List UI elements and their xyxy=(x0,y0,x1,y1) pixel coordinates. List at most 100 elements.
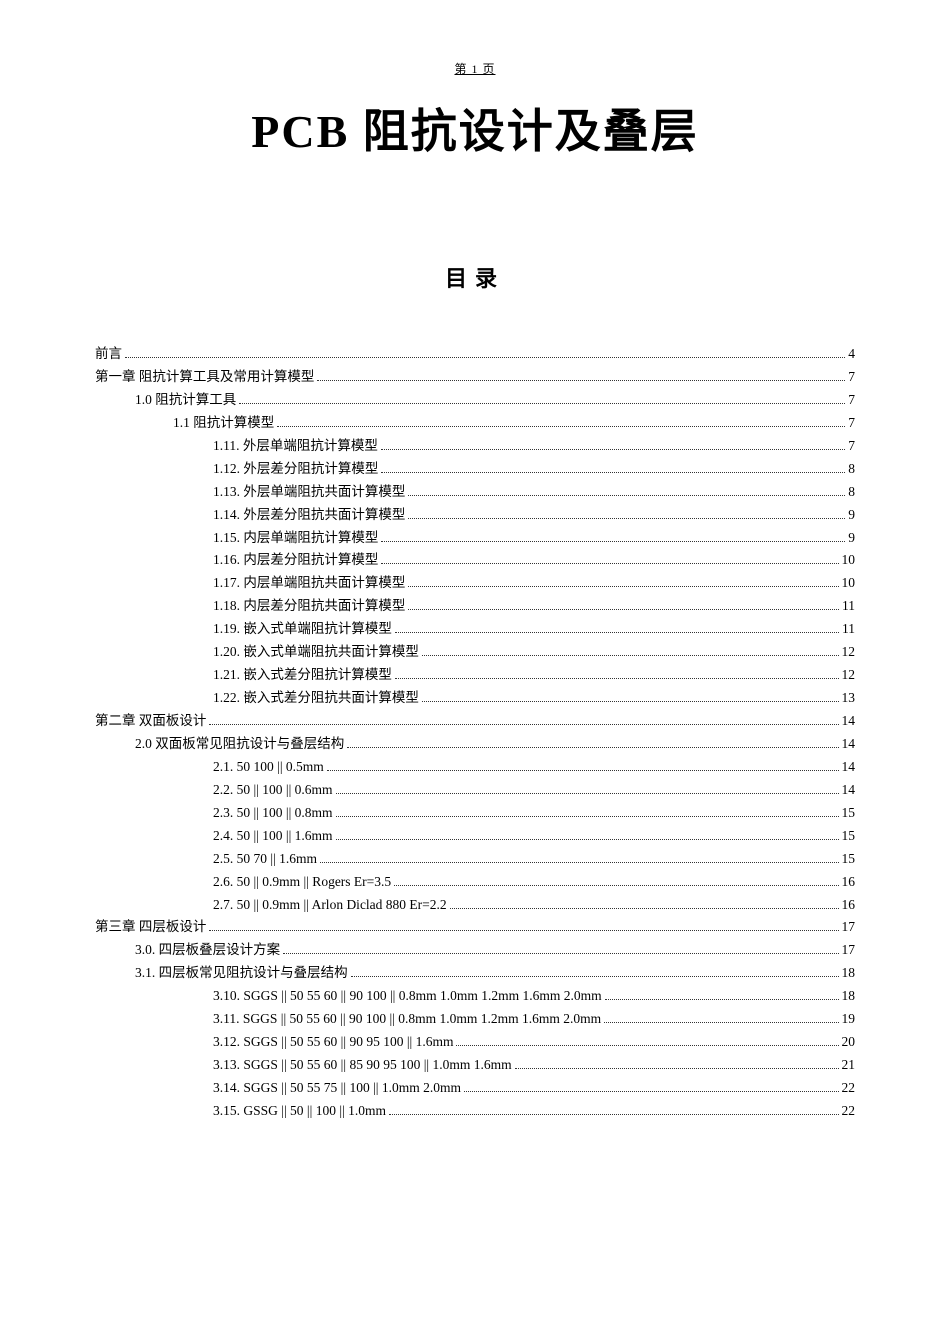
toc-entry-label: 1.17. 内层单端阻抗共面计算模型 xyxy=(213,572,405,595)
toc-entry[interactable]: 3.15. GSSG || 50 || 100 || 1.0mm 22 xyxy=(95,1100,855,1123)
toc-leader-dots xyxy=(450,908,839,909)
toc-entry-label: 3.10. SGGS || 50 55 60 || 90 100 || 0.8m… xyxy=(213,985,602,1008)
toc-entry-label: 3.0. 四层板叠层设计方案 xyxy=(135,939,280,962)
toc-entry-label: 1.1 阻抗计算模型 xyxy=(173,412,274,435)
toc-entry[interactable]: 1.12. 外层差分阻抗计算模型8 xyxy=(95,458,855,481)
toc-entry-label: 3.14. SGGS || 50 55 75 || 100 || 1.0mm 2… xyxy=(213,1077,461,1100)
toc-entry[interactable]: 1.17. 内层单端阻抗共面计算模型 10 xyxy=(95,572,855,595)
toc-entry[interactable]: 1.11. 外层单端阻抗计算模型 7 xyxy=(95,435,855,458)
toc-leader-dots xyxy=(209,724,838,725)
toc-entry[interactable]: 2.6. 50 || 0.9mm || Rogers Er=3.5 16 xyxy=(95,871,855,894)
toc-entry-page: 11 xyxy=(842,595,855,618)
toc-leader-dots xyxy=(422,655,839,656)
toc-entry[interactable]: 1.14. 外层差分阻抗共面计算模型9 xyxy=(95,504,855,527)
toc-entry-page: 14 xyxy=(842,733,856,756)
toc-entry[interactable]: 1.13. 外层单端阻抗共面计算模型8 xyxy=(95,481,855,504)
toc-leader-dots xyxy=(422,701,839,702)
toc-leader-dots xyxy=(464,1091,839,1092)
toc-entry-page: 9 xyxy=(848,504,855,527)
toc-leader-dots xyxy=(515,1068,839,1069)
toc-leader-dots xyxy=(381,449,845,450)
toc-leader-dots xyxy=(125,357,845,358)
toc-entry[interactable]: 3.13. SGGS || 50 55 60 || 85 90 95 100 |… xyxy=(95,1054,855,1077)
toc-entry[interactable]: 3.14. SGGS || 50 55 75 || 100 || 1.0mm 2… xyxy=(95,1077,855,1100)
toc-entry-label: 2.7. 50 || 0.9mm || Arlon Diclad 880 Er=… xyxy=(213,894,447,917)
toc-leader-dots xyxy=(336,816,839,817)
toc-leader-dots xyxy=(389,1114,839,1115)
toc-leader-dots xyxy=(209,930,838,931)
toc-entry[interactable]: 1.21. 嵌入式差分阻抗计算模型12 xyxy=(95,664,855,687)
toc-leader-dots xyxy=(395,632,839,633)
toc-entry[interactable]: 3.10. SGGS || 50 55 60 || 90 100 || 0.8m… xyxy=(95,985,855,1008)
toc-entry[interactable]: 2.7. 50 || 0.9mm || Arlon Diclad 880 Er=… xyxy=(95,894,855,917)
toc-entry-label: 2.4. 50 || 100 || 1.6mm xyxy=(213,825,333,848)
toc-entry-label: 前言 xyxy=(95,343,122,366)
toc-leader-dots xyxy=(277,426,845,427)
toc-entry-page: 16 xyxy=(842,894,856,917)
toc-entry-page: 4 xyxy=(848,343,855,366)
toc-entry-label: 1.12. 外层差分阻抗计算模型 xyxy=(213,458,378,481)
toc-entry[interactable]: 2.0 双面板常见阻抗设计与叠层结构 14 xyxy=(95,733,855,756)
toc-entry-page: 14 xyxy=(842,710,856,733)
toc-entry-page: 14 xyxy=(842,756,856,779)
toc-entry[interactable]: 1.20. 嵌入式单端阻抗共面计算模型12 xyxy=(95,641,855,664)
toc-leader-dots xyxy=(408,586,838,587)
toc-entry-page: 17 xyxy=(842,916,856,939)
toc-leader-dots xyxy=(336,839,839,840)
toc-entry[interactable]: 2.4. 50 || 100 || 1.6mm 15 xyxy=(95,825,855,848)
toc-leader-dots xyxy=(239,403,845,404)
toc-entry-page: 7 xyxy=(848,412,855,435)
toc-entry-label: 第一章 阻抗计算工具及常用计算模型 xyxy=(95,366,314,389)
toc-entry[interactable]: 1.18. 内层差分阻抗共面计算模型 11 xyxy=(95,595,855,618)
toc-leader-dots xyxy=(283,953,838,954)
toc-entry[interactable]: 2.2. 50 || 100 || 0.6mm 14 xyxy=(95,779,855,802)
toc-entry-page: 16 xyxy=(842,871,856,894)
toc-entry[interactable]: 2.1. 50 100 || 0.5mm14 xyxy=(95,756,855,779)
toc-entry[interactable]: 2.5. 50 70 || 1.6mm15 xyxy=(95,848,855,871)
toc-entry-page: 18 xyxy=(842,962,856,985)
toc-entry[interactable]: 1.16. 内层差分阻抗计算模型10 xyxy=(95,549,855,572)
toc-entry[interactable]: 1.15. 内层单端阻抗计算模型9 xyxy=(95,527,855,550)
toc-leader-dots xyxy=(394,885,838,886)
toc-entry-label: 2.6. 50 || 0.9mm || Rogers Er=3.5 xyxy=(213,871,391,894)
toc-entry[interactable]: 前言 4 xyxy=(95,343,855,366)
toc-entry-label: 1.18. 内层差分阻抗共面计算模型 xyxy=(213,595,405,618)
toc-entry-page: 7 xyxy=(848,366,855,389)
toc-entry[interactable]: 第二章 双面板设计14 xyxy=(95,710,855,733)
toc-entry-label: 2.3. 50 || 100 || 0.8mm xyxy=(213,802,333,825)
toc-entry[interactable]: 1.1 阻抗计算模型 7 xyxy=(95,412,855,435)
toc-entry[interactable]: 第三章 四层板设计17 xyxy=(95,916,855,939)
toc-entry-page: 7 xyxy=(848,389,855,412)
toc-entry-page: 20 xyxy=(842,1031,856,1054)
document-title: PCB 阻抗设计及叠层 xyxy=(95,95,855,161)
toc-entry-page: 14 xyxy=(842,779,856,802)
toc-leader-dots xyxy=(604,1022,838,1023)
toc-entry-label: 2.0 双面板常见阻抗设计与叠层结构 xyxy=(135,733,344,756)
toc-leader-dots xyxy=(456,1045,838,1046)
toc-heading: 目录 xyxy=(95,261,855,293)
toc-entry-page: 15 xyxy=(842,848,856,871)
toc-entry[interactable]: 第一章 阻抗计算工具及常用计算模型 7 xyxy=(95,366,855,389)
toc-leader-dots xyxy=(347,747,838,748)
toc-entry[interactable]: 3.11. SGGS || 50 55 60 || 90 100 || 0.8m… xyxy=(95,1008,855,1031)
toc-entry-label: 1.19. 嵌入式单端阻抗计算模型 xyxy=(213,618,392,641)
toc-entry[interactable]: 3.12. SGGS || 50 55 60 || 90 95 100 || 1… xyxy=(95,1031,855,1054)
toc-entry[interactable]: 1.22. 嵌入式差分阻抗共面计算模型13 xyxy=(95,687,855,710)
toc-entry-label: 1.20. 嵌入式单端阻抗共面计算模型 xyxy=(213,641,419,664)
toc-entry[interactable]: 2.3. 50 || 100 || 0.8mm 15 xyxy=(95,802,855,825)
toc-entry-label: 3.11. SGGS || 50 55 60 || 90 100 || 0.8m… xyxy=(213,1008,601,1031)
toc-entry-page: 15 xyxy=(842,825,856,848)
toc-entry-page: 22 xyxy=(842,1100,856,1123)
toc-entry[interactable]: 3.1. 四层板常见阻抗设计与叠层结构 18 xyxy=(95,962,855,985)
toc-entry-page: 10 xyxy=(842,572,856,595)
toc-leader-dots xyxy=(381,563,838,564)
toc-entry-page: 13 xyxy=(842,687,856,710)
toc-entry[interactable]: 3.0. 四层板叠层设计方案17 xyxy=(95,939,855,962)
toc-entry-page: 7 xyxy=(848,435,855,458)
toc-entry-label: 2.2. 50 || 100 || 0.6mm xyxy=(213,779,333,802)
toc-leader-dots xyxy=(317,380,845,381)
toc-entry[interactable]: 1.19. 嵌入式单端阻抗计算模型11 xyxy=(95,618,855,641)
toc-entry-label: 1.11. 外层单端阻抗计算模型 xyxy=(213,435,378,458)
toc-entry[interactable]: 1.0 阻抗计算工具7 xyxy=(95,389,855,412)
toc-entry-page: 22 xyxy=(842,1077,856,1100)
